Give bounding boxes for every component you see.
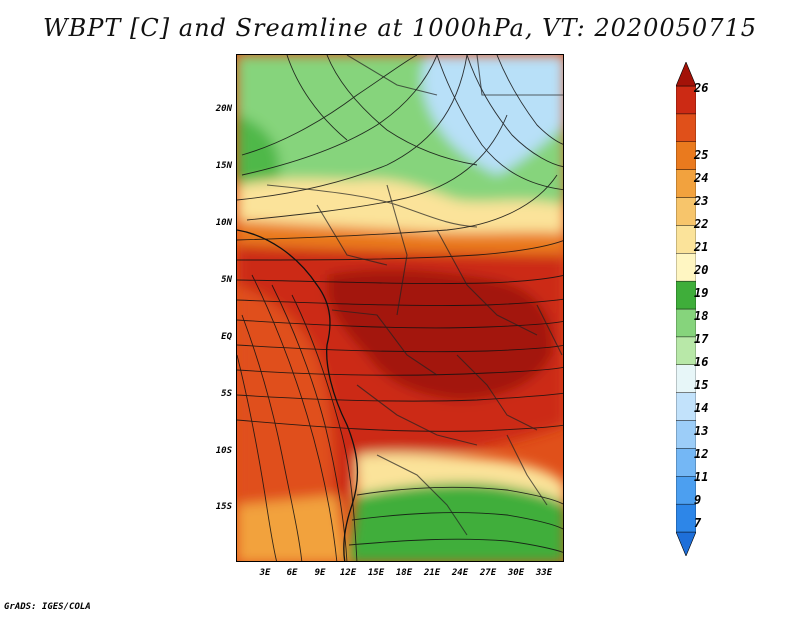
colorbar-segment [676, 85, 696, 115]
lon-label: 15E [367, 568, 385, 578]
colorbar-label: 18 [694, 309, 709, 323]
colorbar [676, 62, 696, 556]
field-hot-core [327, 269, 553, 400]
colorbar-segment [676, 392, 696, 421]
colorbar-segment [676, 113, 696, 142]
lon-label: 3E [259, 568, 271, 578]
colorbar-segment [676, 308, 696, 338]
field-north-darkgreen [237, 115, 280, 195]
colorbar-segment [676, 280, 696, 310]
colorbar-label: 20 [694, 263, 709, 277]
colorbar-segment [676, 420, 696, 449]
colorbar-label: 22 [694, 217, 709, 231]
colorbar-segment [676, 476, 696, 505]
lon-label: 33E [535, 568, 553, 578]
colorbar-segment [676, 197, 696, 226]
lat-label: 20N [215, 104, 232, 114]
lat-label: 10N [215, 218, 232, 228]
colorbar-label: 15 [694, 378, 709, 392]
colorbar-segment [676, 169, 696, 198]
chart-title: WBPT [C] and Sreamline at 1000hPa, VT: 2… [42, 14, 758, 42]
colorbar-label: 12 [694, 447, 709, 461]
map-panel [236, 54, 564, 562]
colorbar-cap-high [676, 62, 696, 87]
lon-label: 21E [423, 568, 441, 578]
colorbar-segment [676, 141, 696, 170]
credit-label: GrADS: IGES/COLA [4, 602, 91, 612]
lon-label: 24E [451, 568, 469, 578]
lat-label: 5N [221, 275, 232, 285]
lat-label: 10S [215, 446, 232, 456]
colorbar-label: 7 [694, 516, 702, 530]
streamlines [237, 55, 563, 561]
lat-label: 5S [221, 389, 232, 399]
coastline [237, 229, 359, 561]
colorbar-label: 26 [694, 81, 709, 95]
colorbar-cap-low [676, 531, 696, 556]
colorbar-segment [676, 364, 696, 393]
colorbar-label: 23 [694, 194, 709, 208]
lon-label: 30E [507, 568, 525, 578]
lat-label: 15S [215, 502, 232, 512]
colorbar-segment [676, 225, 696, 254]
colorbar-label: 13 [694, 424, 709, 438]
lon-label: 6E [286, 568, 298, 578]
lat-label: EQ [221, 332, 232, 342]
colorbar-label: 9 [694, 493, 702, 507]
colorbar-segment [676, 336, 696, 365]
field-southwest [237, 495, 347, 561]
colorbar-label: 21 [694, 240, 709, 254]
colorbar-label: 17 [694, 332, 709, 346]
lon-label: 27E [479, 568, 497, 578]
colorbar-segment [676, 253, 696, 282]
lon-label: 18E [395, 568, 413, 578]
colorbar-label: 11 [694, 470, 709, 484]
colorbar-segment [676, 503, 696, 533]
colorbar-label: 19 [694, 286, 709, 300]
colorbar-segment [676, 448, 696, 477]
colorbar-label: 25 [694, 148, 709, 162]
lon-label: 12E [339, 568, 357, 578]
lon-label: 9E [314, 568, 326, 578]
colorbar-label: 16 [694, 355, 709, 369]
lat-label: 15N [215, 161, 232, 171]
field-north-blue [421, 55, 563, 175]
colorbar-label: 14 [694, 401, 709, 415]
colorbar-label: 24 [694, 171, 709, 185]
country-borders [266, 55, 563, 536]
